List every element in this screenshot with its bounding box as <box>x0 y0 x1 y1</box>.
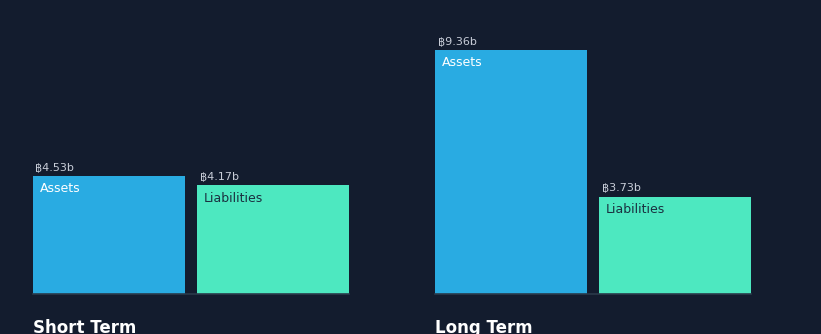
Text: ฿3.73b: ฿3.73b <box>602 183 640 193</box>
Bar <box>435 50 587 294</box>
Text: Assets: Assets <box>442 56 482 69</box>
Text: Assets: Assets <box>39 182 80 195</box>
Bar <box>33 176 185 294</box>
Text: ฿4.17b: ฿4.17b <box>200 172 239 182</box>
Text: ฿9.36b: ฿9.36b <box>438 37 476 47</box>
Text: Liabilities: Liabilities <box>204 192 263 205</box>
Bar <box>599 197 751 294</box>
Text: Liabilities: Liabilities <box>606 203 665 216</box>
Bar <box>197 185 349 294</box>
Text: ฿4.53b: ฿4.53b <box>35 163 74 173</box>
Text: Long Term: Long Term <box>435 319 533 334</box>
Text: Short Term: Short Term <box>33 319 136 334</box>
